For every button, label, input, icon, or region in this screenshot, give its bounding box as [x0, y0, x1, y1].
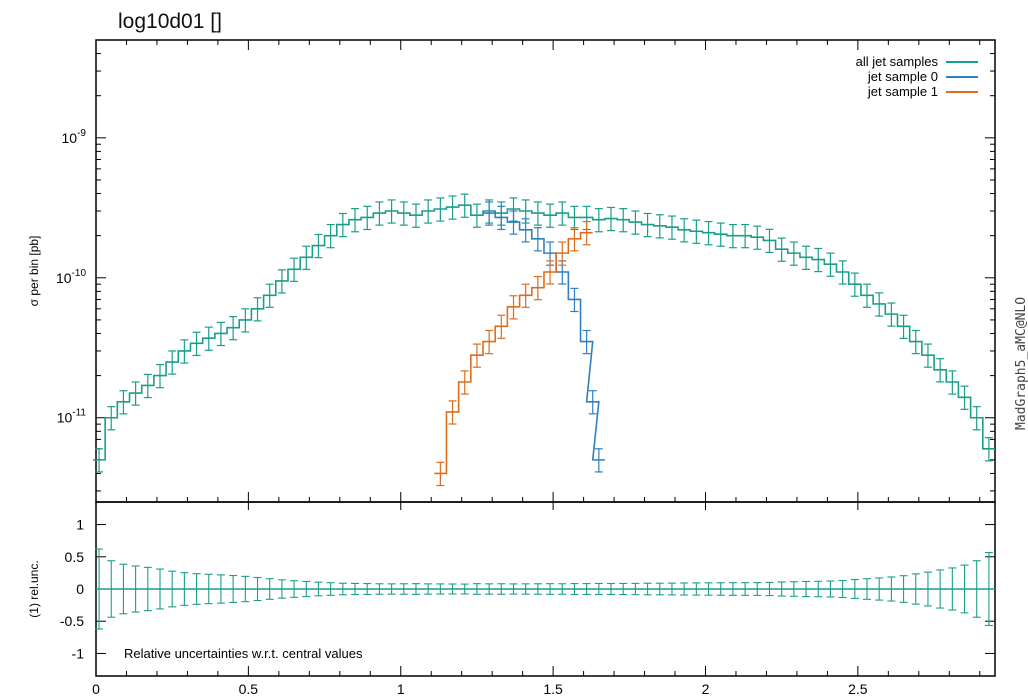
ratio-uncertainty-bars	[95, 548, 993, 630]
ratio-annotation: Relative uncertainties w.r.t. central va…	[124, 646, 363, 661]
ratio-y-tick-label: -1	[72, 645, 85, 661]
y-tick-label: 10-9	[62, 128, 87, 146]
y-tick-label: 10-11	[57, 408, 87, 426]
x-tick-label: 0.5	[239, 681, 259, 697]
x-tick-label: 2.5	[848, 681, 868, 697]
ratio-y-tick-label: 1	[76, 517, 84, 533]
y-axis-label: σ per bin [pb]	[27, 236, 41, 307]
series-2	[434, 221, 593, 487]
main-plot-frame	[95, 39, 996, 503]
ratio-y-tick-label: 0	[76, 581, 84, 597]
legend-label: jet sample 1	[867, 84, 938, 99]
ratio-y-axis-label: (1) rel.unc.	[27, 560, 41, 617]
ratio-y-tick-label: -0.5	[60, 613, 84, 629]
ratio-y-tick-label: 0.5	[65, 549, 85, 565]
x-tick-label: 1	[397, 681, 405, 697]
legend-label: jet sample 0	[867, 69, 938, 84]
x-tick-label: 0	[92, 681, 100, 697]
y-tick-label: 10-10	[56, 268, 86, 286]
series-0	[92, 193, 995, 473]
series-1	[483, 201, 605, 473]
series-step-line	[434, 231, 593, 475]
chart-title: log10d01 []	[118, 10, 222, 33]
x-tick-label: 2	[702, 681, 710, 697]
legend-label: all jet samples	[856, 54, 939, 69]
x-tick-label: 1.5	[543, 681, 563, 697]
